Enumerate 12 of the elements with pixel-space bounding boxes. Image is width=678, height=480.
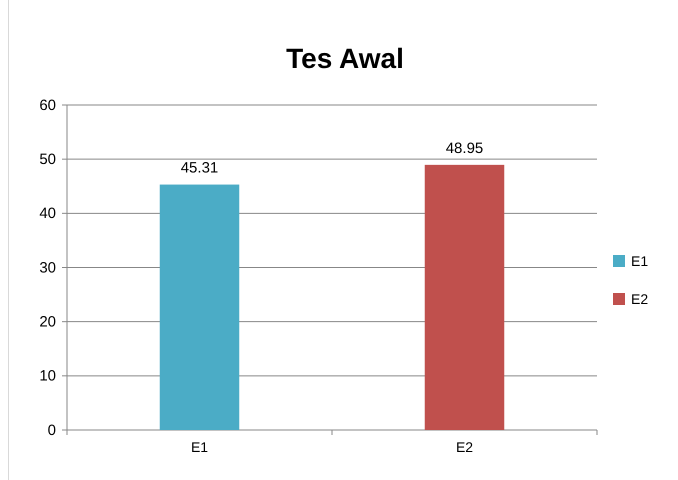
- data-label: 45.31: [180, 160, 218, 177]
- y-tick-label: 50: [39, 150, 56, 168]
- legend-label: E1: [631, 253, 648, 269]
- legend-label: E2: [631, 291, 648, 307]
- data-label: 48.95: [446, 140, 484, 157]
- y-tick-label: 30: [39, 259, 56, 276]
- y-tick-label: 40: [39, 205, 56, 222]
- y-tick-label: 60: [39, 96, 56, 114]
- y-tick-label: 20: [39, 313, 56, 330]
- y-tick-label: 0: [48, 422, 56, 439]
- y-tick-label: 10: [39, 368, 56, 385]
- chart-title: Tes Awal: [286, 43, 404, 74]
